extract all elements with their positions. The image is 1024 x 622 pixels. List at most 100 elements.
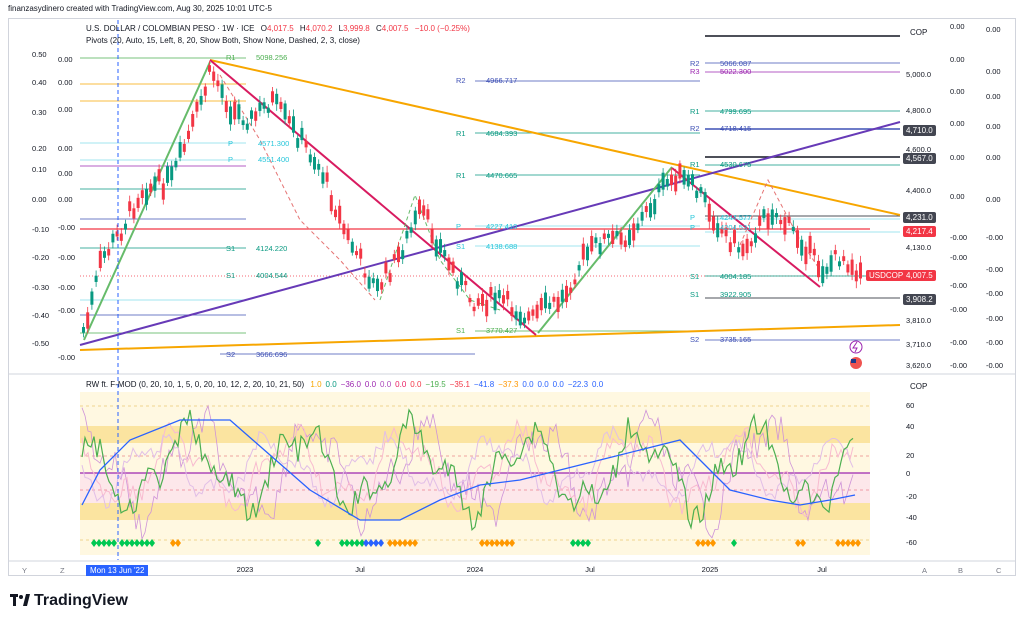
candle-body bbox=[430, 229, 434, 244]
pivot-value: 4551.400 bbox=[258, 155, 289, 164]
pivots-indicator-title[interactable]: Pivots (20, Auto, 15, Left, 8, 20, Show … bbox=[86, 36, 360, 45]
right-axis-tick: 0.00 bbox=[986, 153, 1001, 162]
time-axis[interactable]: 2023 Jul 2024 Jul 2025 Jul bbox=[237, 565, 827, 574]
candle-body bbox=[649, 203, 652, 218]
indicator-name[interactable]: RW ft. F-MOD (0, 20, 10, 1, 5, 0, 20, 10… bbox=[86, 380, 305, 389]
candle-body bbox=[334, 209, 337, 218]
candle-body bbox=[859, 262, 862, 279]
candle-body bbox=[82, 327, 85, 333]
candle-body bbox=[476, 298, 480, 306]
candle-body bbox=[86, 312, 90, 329]
price-axis-tick: 5,000.0 bbox=[906, 70, 931, 79]
signal-diamond bbox=[144, 539, 150, 547]
signal-diamond bbox=[412, 539, 418, 547]
candle-body bbox=[166, 166, 169, 183]
signal-diamond bbox=[124, 539, 130, 547]
candle-body bbox=[808, 235, 812, 254]
pivot-tag: S2 bbox=[690, 335, 699, 344]
indicator-axis-tick: 20 bbox=[906, 451, 914, 460]
candle-body bbox=[712, 216, 715, 231]
corner-left-label-z[interactable]: Z bbox=[60, 566, 65, 575]
candle-body bbox=[745, 238, 749, 254]
candle-body bbox=[644, 206, 648, 213]
candle-body bbox=[409, 227, 413, 233]
indicator-value: −36.0 bbox=[340, 380, 361, 389]
candle-body bbox=[170, 166, 174, 181]
pivot-tag: S1 bbox=[226, 244, 235, 253]
candle-body bbox=[203, 86, 207, 96]
candle-body bbox=[199, 95, 203, 105]
candle-body bbox=[758, 215, 762, 226]
left-axis-tick: -0.50 bbox=[32, 339, 49, 348]
trendlines[interactable] bbox=[79, 59, 901, 351]
pivot-tag: P bbox=[690, 213, 695, 222]
right-axis-tick: 0.00 bbox=[950, 192, 965, 201]
candle-body bbox=[338, 205, 342, 224]
pivot-tag: R1 bbox=[690, 160, 700, 169]
left-axis-tick: 0.00 bbox=[32, 195, 47, 204]
pivot-lines bbox=[80, 35, 900, 355]
indicator-axis[interactable]: 60 40 20 0 -20 -40 -60 bbox=[906, 401, 917, 547]
candle-body bbox=[539, 297, 543, 311]
pivot-value: 5098.256 bbox=[256, 53, 287, 62]
signal-diamond bbox=[855, 539, 861, 547]
indicator-line bbox=[81, 418, 854, 517]
signal-diamond bbox=[139, 539, 145, 547]
price-tag: 4,710.0 bbox=[903, 125, 936, 136]
indicator-value: 0.0 bbox=[537, 380, 549, 389]
candle-body bbox=[825, 266, 829, 274]
candle-body bbox=[703, 192, 707, 203]
candle-body bbox=[266, 107, 270, 113]
signal-diamond bbox=[101, 539, 107, 547]
corner-right-label-b[interactable]: B bbox=[958, 566, 964, 575]
corner-left-label-y[interactable]: Y bbox=[22, 566, 28, 575]
candle-body bbox=[413, 210, 417, 225]
signal-diamond bbox=[575, 539, 581, 547]
candle-body bbox=[716, 223, 720, 238]
event-icons[interactable] bbox=[849, 340, 863, 369]
price-axis[interactable]: 5,000.0 4,800.0 4,600.0 4,400.0 4,130.0 3,810… bbox=[906, 70, 931, 370]
indicator-legend[interactable]: RW ft. F-MOD (0, 20, 10, 1, 5, 0, 20, 10… bbox=[86, 380, 611, 389]
left-axis-tick: -0.00 bbox=[58, 283, 75, 292]
indicator-value: −35.1 bbox=[449, 380, 470, 389]
candle-body bbox=[682, 170, 686, 185]
corner-right-label-c[interactable]: C bbox=[996, 566, 1002, 575]
candle-body bbox=[178, 142, 182, 158]
right-axis-tick: 0.00 bbox=[986, 67, 1001, 76]
symbol-name[interactable]: U.S. DOLLAR / COLOMBIAN PESO · 1W · ICE bbox=[86, 24, 255, 33]
candle-body bbox=[552, 296, 556, 302]
right-axis-tick: 0.00 bbox=[986, 92, 1001, 101]
right-axis-tick: 0.00 bbox=[986, 25, 1001, 34]
corner-right-label-a[interactable]: A bbox=[922, 566, 928, 575]
signal-diamond bbox=[129, 539, 135, 547]
candle-body bbox=[779, 220, 783, 225]
price-tag: 3,908.2 bbox=[903, 294, 936, 305]
tradingview-logo[interactable]: TradingView bbox=[10, 592, 128, 610]
candle-body bbox=[615, 231, 619, 237]
price-tag: 4,007.5 bbox=[903, 270, 936, 281]
candle-body bbox=[422, 205, 426, 216]
pivot-value: 4124.220 bbox=[256, 244, 287, 253]
indicator-value: 1.0 bbox=[310, 380, 322, 389]
signal-diamond bbox=[91, 539, 97, 547]
chart-frame bbox=[8, 18, 1016, 576]
candle-body bbox=[628, 229, 631, 246]
right-axis-tick: -0.00 bbox=[950, 305, 967, 314]
candle-body bbox=[145, 188, 148, 205]
candle-body bbox=[674, 175, 678, 192]
indicator-main-line bbox=[81, 419, 856, 521]
signal-diamond bbox=[175, 539, 181, 547]
change-value: −10.0 (−0.25%) bbox=[414, 24, 470, 33]
candle-body bbox=[254, 111, 258, 121]
price-axis-tick: 3,710.0 bbox=[906, 340, 931, 349]
pivot-tag: S1 bbox=[690, 290, 699, 299]
price-tag: 4,217.4 bbox=[903, 226, 936, 237]
candle-body bbox=[506, 290, 510, 300]
candle-body bbox=[191, 113, 195, 127]
indicator-lines[interactable] bbox=[81, 404, 856, 541]
time-axis-label: 2024 bbox=[467, 565, 484, 574]
candle-body bbox=[115, 231, 119, 237]
candle-body bbox=[313, 156, 316, 170]
candlestick-series[interactable] bbox=[82, 60, 862, 338]
